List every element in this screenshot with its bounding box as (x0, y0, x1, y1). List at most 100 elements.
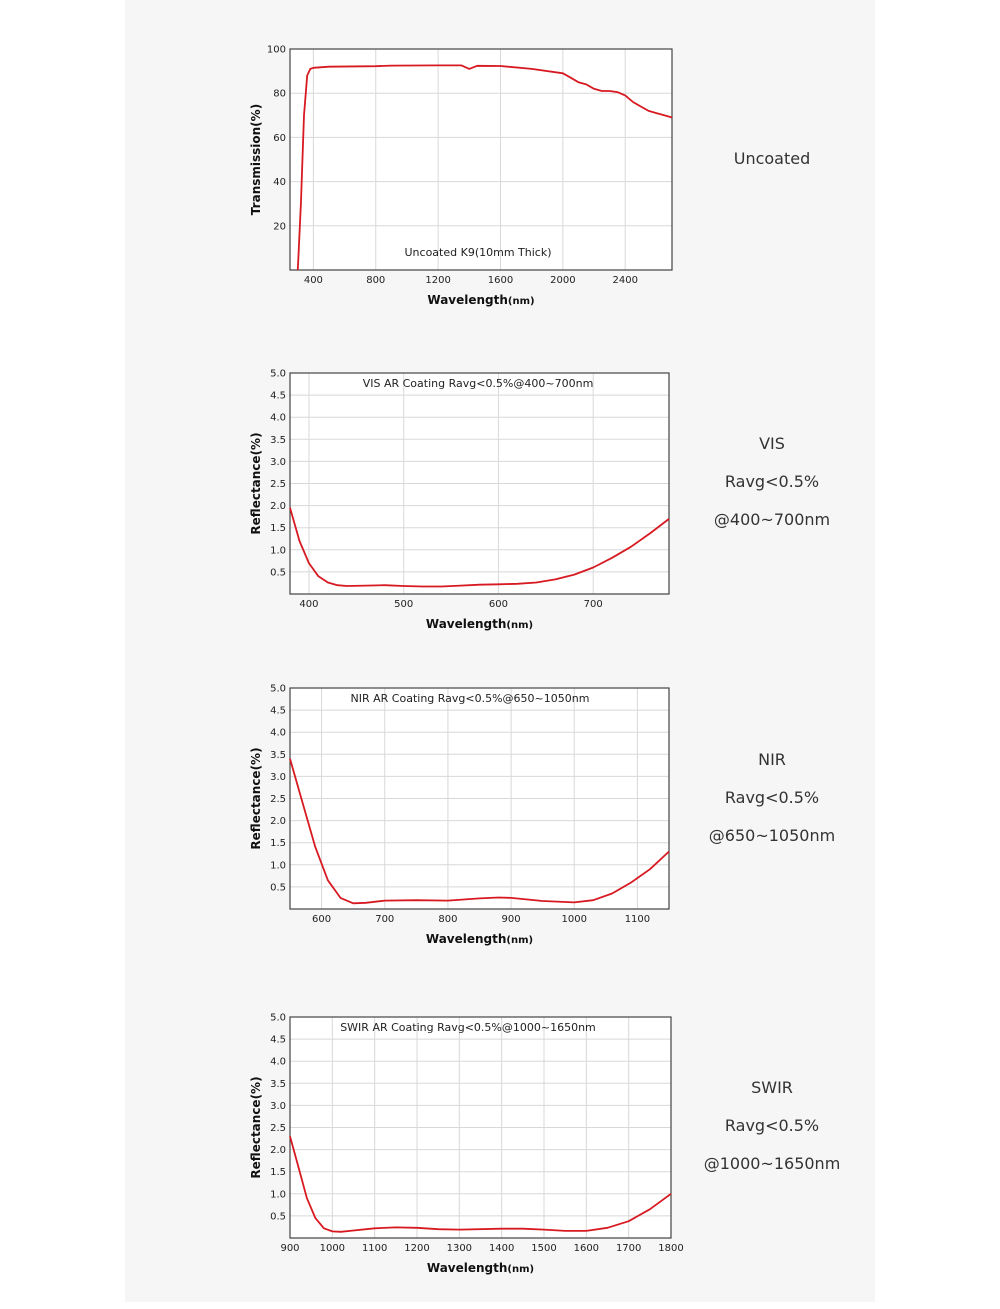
side-label-1: VIS Ravg<0.5% @400~700nm (672, 425, 872, 539)
y-axis-title: Transmission(%) (249, 104, 263, 215)
y-tick-label: 5.0 (270, 1013, 286, 1024)
x-tick-label: 1100 (625, 914, 650, 925)
y-tick-label: 5.0 (270, 684, 286, 695)
x-tick-label: 800 (366, 275, 385, 286)
x-tick-label: 900 (280, 1243, 299, 1254)
side-label-line: VIS (759, 434, 785, 453)
x-axis-unit: (nm) (507, 1264, 534, 1275)
side-label-3: SWIR Ravg<0.5% @1000~1650nm (672, 1069, 872, 1183)
y-tick-label: 100 (267, 45, 286, 56)
x-tick-label: 1600 (488, 275, 513, 286)
x-axis-title: Wavelength(nm) (427, 293, 534, 307)
y-tick-label: 2.5 (270, 794, 286, 805)
y-tick-label: 2.5 (270, 479, 286, 490)
x-tick-label: 400 (299, 599, 318, 610)
y-tick-label: 4.5 (270, 1035, 286, 1046)
y-tick-label: 3.5 (270, 750, 286, 761)
y-axis-title: Reflectance(%) (249, 747, 263, 849)
side-label-2: NIR Ravg<0.5% @650~1050nm (672, 741, 872, 855)
x-tick-label: 1100 (362, 1243, 387, 1254)
y-tick-label: 3.0 (270, 1101, 286, 1112)
y-tick-label: 4.5 (270, 391, 286, 402)
y-tick-label: 3.5 (270, 435, 286, 446)
x-axis-unit: (nm) (506, 620, 533, 631)
x-tick-label: 500 (394, 599, 413, 610)
y-axis-title: Reflectance(%) (249, 1076, 263, 1178)
x-axis-unit: (nm) (506, 935, 533, 946)
x-tick-label: 1500 (531, 1243, 556, 1254)
plot-area (290, 49, 672, 270)
x-tick-label: 1000 (320, 1243, 345, 1254)
x-tick-label: 1300 (447, 1243, 472, 1254)
side-label-line: Ravg<0.5% (724, 1116, 820, 1135)
side-label-line: @1000~1650nm (703, 1154, 841, 1173)
chart-0: 400 800 1200 1600 2000 2400 20 40 60 80 100 Uncoate… (249, 45, 673, 307)
x-axis-title: Wavelength(nm) (426, 932, 533, 946)
x-tick-label: 2000 (550, 275, 575, 286)
x-tick-label: 1800 (658, 1243, 683, 1254)
y-tick-label: 4.5 (270, 706, 286, 717)
y-tick-label: 4.0 (270, 728, 286, 739)
y-tick-label: 1.0 (270, 860, 286, 871)
y-tick-label: 1.0 (270, 1189, 286, 1200)
x-axis-unit: (nm) (508, 296, 535, 307)
y-tick-label: 3.5 (270, 1079, 286, 1090)
y-tick-label: 3.0 (270, 772, 286, 783)
side-label-line: Uncoated (733, 149, 811, 168)
side-label-0: Uncoated (672, 140, 872, 178)
chart-title: VIS AR Coating Ravg<0.5%@400~700nm (363, 377, 594, 390)
x-tick-label: 700 (584, 599, 603, 610)
y-tick-label: 0.5 (270, 882, 286, 893)
chart-title: NIR AR Coating Ravg<0.5%@650~1050nm (351, 692, 590, 705)
y-tick-label: 1.5 (270, 1167, 286, 1178)
y-tick-label: 80 (273, 89, 286, 100)
chart-title: Uncoated K9(10mm Thick) (405, 246, 552, 259)
y-tick-label: 5.0 (270, 369, 286, 380)
x-axis-title: Wavelength(nm) (426, 617, 533, 631)
side-label-line: NIR (758, 750, 786, 769)
plot-frame (289, 687, 670, 910)
series-line (289, 1136, 672, 1233)
y-tick-label: 4.0 (270, 1057, 286, 1068)
y-tick-label: 4.0 (270, 413, 286, 424)
x-tick-label: 2400 (612, 275, 637, 286)
x-tick-label: 800 (438, 914, 457, 925)
x-tick-label: 400 (304, 275, 323, 286)
x-tick-label: 600 (312, 914, 331, 925)
y-tick-label: 1.0 (270, 545, 286, 556)
chart-1: 400 500 600 700 0.5 1.0 1.5 2.0 2.5 3.0 3.5 4.0 4.5 5… (249, 369, 670, 631)
side-label-line: Ravg<0.5% (724, 472, 820, 491)
x-tick-label: 1700 (616, 1243, 641, 1254)
y-tick-label: 40 (273, 177, 286, 188)
chart-title: SWIR AR Coating Ravg<0.5%@1000~1650nm (340, 1021, 596, 1034)
series-line (289, 758, 670, 905)
side-label-line: @400~700nm (713, 510, 831, 529)
y-tick-label: 1.5 (270, 523, 286, 534)
y-tick-label: 2.0 (270, 816, 286, 827)
x-tick-label: 900 (502, 914, 521, 925)
y-tick-label: 20 (273, 221, 286, 232)
side-label-line: Ravg<0.5% (724, 788, 820, 807)
x-tick-label: 1200 (425, 275, 450, 286)
x-tick-label: 1600 (574, 1243, 599, 1254)
y-tick-label: 0.5 (270, 567, 286, 578)
chart-3: 900 1000 1100 1200 1300 1400 1500 1600 1700 1800 0… (249, 1013, 684, 1276)
x-tick-label: 1200 (404, 1243, 429, 1254)
plot-frame (289, 48, 673, 271)
plot-frame (289, 372, 670, 595)
chart-2: 600 700 800 900 1000 1100 0.5 1.0 1.5 2.0 2.5 3.0 3.… (249, 684, 670, 946)
y-axis-title: Reflectance(%) (249, 432, 263, 534)
y-tick-label: 2.5 (270, 1123, 286, 1134)
series-line (289, 507, 670, 588)
y-tick-label: 1.5 (270, 838, 286, 849)
y-tick-label: 60 (273, 133, 286, 144)
x-tick-label: 1400 (489, 1243, 514, 1254)
y-tick-label: 3.0 (270, 457, 286, 468)
x-tick-label: 1000 (562, 914, 587, 925)
plot-frame (289, 1016, 672, 1239)
x-axis-title: Wavelength(nm) (427, 1261, 534, 1275)
y-tick-label: 2.0 (270, 501, 286, 512)
side-label-line: @650~1050nm (708, 826, 836, 845)
x-tick-label: 600 (489, 599, 508, 610)
x-tick-label: 700 (375, 914, 394, 925)
